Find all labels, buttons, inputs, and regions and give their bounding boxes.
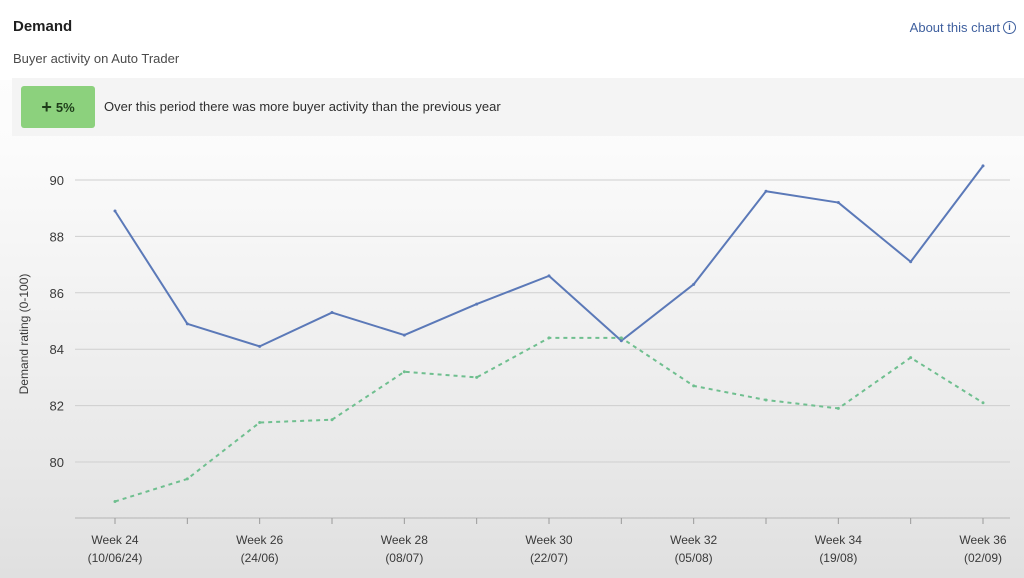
y-tick-label: 84 <box>50 342 64 357</box>
series-1-point <box>113 209 117 213</box>
x-axis-ticks: Week 24 (10/06/24) Week 26 (24/06) Week 28 (0… <box>88 518 1007 565</box>
x-tick-date: (19/08) <box>819 551 857 565</box>
x-tick-label: Week 24 <box>91 533 138 547</box>
series-2-point <box>185 477 189 481</box>
y-tick-label: 90 <box>50 173 64 188</box>
x-tick-date: (10/06/24) <box>88 551 143 565</box>
x-tick-label: Week 32 <box>670 533 717 547</box>
x-tick-date: (05/08) <box>675 551 713 565</box>
series-2-point <box>547 336 551 340</box>
y-axis-label: Demand rating (0-100) <box>17 274 31 395</box>
series-line-1 <box>114 165 984 348</box>
badge-value: 5% <box>55 99 75 115</box>
series-1-point <box>909 260 913 264</box>
x-tick-date: (02/09) <box>964 551 1002 565</box>
y-tick-label: 88 <box>50 229 64 244</box>
series-1-point <box>402 333 406 337</box>
series-line-2 <box>114 336 984 503</box>
series-1-point <box>981 164 985 168</box>
series-2-point <box>619 336 623 340</box>
x-tick-label: Week 26 <box>236 533 283 547</box>
x-tick-date: (22/07) <box>530 551 568 565</box>
y-tick-label: 82 <box>50 399 64 414</box>
series-2-point <box>475 375 479 379</box>
x-tick-label: Week 34 <box>815 533 862 547</box>
x-tick-label: Week 36 <box>959 533 1006 547</box>
chart-subtitle: Buyer activity on Auto Trader <box>13 51 180 66</box>
x-tick-label: Week 30 <box>525 533 572 547</box>
series-1-point <box>764 189 768 193</box>
series-2-point <box>764 398 768 402</box>
series-2-point <box>692 384 696 388</box>
x-tick-date: (08/07) <box>385 551 423 565</box>
series-1-point <box>692 282 696 286</box>
badge-sign: + <box>41 96 52 117</box>
series-2-point <box>909 356 913 360</box>
series-2-point <box>981 401 985 405</box>
summary-banner: + 5% Over this period there was more buy… <box>12 78 1024 136</box>
y-tick-label: 80 <box>50 455 64 470</box>
series-2-point <box>402 370 406 374</box>
series-1-point <box>836 201 840 205</box>
series-1-point <box>330 311 334 315</box>
y-axis-ticks: 80 82 84 86 88 90 <box>50 173 64 470</box>
info-icon[interactable]: i <box>1003 21 1016 34</box>
demand-line-chart: 80 82 84 86 88 90 Week 24 (10/06/24) Week 26 (24… <box>17 164 1010 565</box>
chart-title: Demand <box>13 18 73 35</box>
banner-message: Over this period there was more buyer ac… <box>104 99 501 114</box>
series-1-point <box>619 339 623 343</box>
series-lines <box>113 164 985 503</box>
series-1-point <box>258 344 262 348</box>
series-1-point <box>185 322 189 326</box>
series-2-point <box>836 406 840 410</box>
y-tick-label: 86 <box>50 286 64 301</box>
about-chart-label[interactable]: About this chart <box>909 20 1000 35</box>
about-chart-link[interactable]: About this chart i <box>910 20 1016 35</box>
series-1-point <box>475 302 479 306</box>
change-badge: + 5% <box>21 86 95 128</box>
series-1-point <box>547 274 551 278</box>
chart-header: Demand Buyer activity on Auto Trader Abo… <box>0 0 1024 80</box>
series-2-point <box>113 499 117 503</box>
grid-lines <box>75 179 1010 463</box>
x-tick-label: Week 28 <box>381 533 428 547</box>
series-2-point <box>258 421 262 425</box>
series-2-point <box>330 418 334 422</box>
x-tick-date: (24/06) <box>241 551 279 565</box>
